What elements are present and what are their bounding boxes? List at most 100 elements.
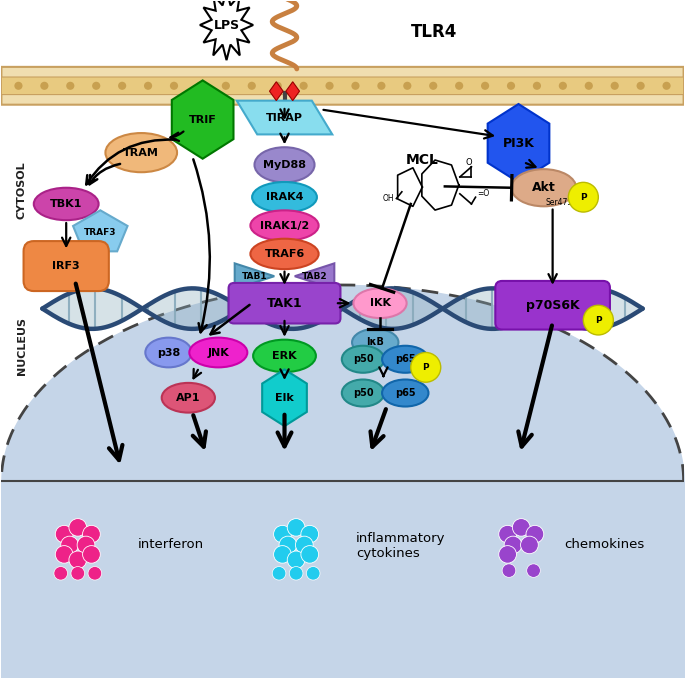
Text: MyD88: MyD88 bbox=[263, 160, 306, 170]
Circle shape bbox=[306, 567, 320, 580]
Text: LPS: LPS bbox=[214, 18, 240, 31]
Circle shape bbox=[66, 82, 75, 90]
Circle shape bbox=[504, 536, 522, 554]
Text: TLR4: TLR4 bbox=[411, 23, 457, 41]
Ellipse shape bbox=[511, 170, 576, 206]
FancyBboxPatch shape bbox=[495, 281, 610, 330]
Circle shape bbox=[69, 519, 87, 536]
Circle shape bbox=[585, 82, 593, 90]
Circle shape bbox=[54, 567, 68, 580]
Circle shape bbox=[83, 546, 100, 563]
Text: p38: p38 bbox=[157, 348, 180, 357]
Circle shape bbox=[55, 546, 73, 563]
Text: interferon: interferon bbox=[138, 538, 204, 551]
Circle shape bbox=[411, 353, 440, 382]
Circle shape bbox=[403, 82, 412, 90]
Ellipse shape bbox=[145, 338, 192, 367]
Ellipse shape bbox=[251, 239, 319, 269]
Text: CYTOSOL: CYTOSOL bbox=[17, 161, 27, 219]
Circle shape bbox=[273, 82, 282, 90]
Text: TRAM: TRAM bbox=[123, 148, 159, 158]
Circle shape bbox=[196, 82, 204, 90]
Text: TAB1: TAB1 bbox=[242, 272, 267, 281]
Ellipse shape bbox=[253, 340, 316, 372]
Ellipse shape bbox=[34, 188, 99, 220]
Circle shape bbox=[14, 82, 23, 90]
Text: IκB: IκB bbox=[366, 338, 384, 347]
Circle shape bbox=[526, 525, 544, 543]
Circle shape bbox=[55, 525, 73, 543]
Text: TAB2: TAB2 bbox=[301, 272, 327, 281]
Polygon shape bbox=[237, 100, 332, 134]
Polygon shape bbox=[235, 263, 274, 289]
Ellipse shape bbox=[352, 329, 399, 356]
Circle shape bbox=[273, 546, 291, 563]
Text: JNK: JNK bbox=[208, 348, 229, 357]
Text: TRAF3: TRAF3 bbox=[84, 228, 116, 237]
Text: MCL: MCL bbox=[406, 153, 439, 167]
Circle shape bbox=[533, 82, 541, 90]
Text: IRAK4: IRAK4 bbox=[266, 192, 303, 202]
Circle shape bbox=[507, 82, 515, 90]
Circle shape bbox=[289, 567, 303, 580]
Ellipse shape bbox=[353, 288, 407, 318]
Circle shape bbox=[301, 525, 319, 543]
Circle shape bbox=[502, 564, 516, 578]
Text: p65: p65 bbox=[395, 388, 416, 398]
Text: ERK: ERK bbox=[272, 351, 297, 361]
Ellipse shape bbox=[162, 383, 215, 413]
Text: =O: =O bbox=[477, 189, 489, 198]
Text: PI3K: PI3K bbox=[503, 137, 534, 150]
Circle shape bbox=[455, 82, 463, 90]
Circle shape bbox=[636, 82, 645, 90]
Text: TIRAP: TIRAP bbox=[266, 113, 303, 123]
Polygon shape bbox=[295, 263, 334, 289]
Ellipse shape bbox=[255, 147, 314, 182]
Circle shape bbox=[299, 82, 308, 90]
Text: p65: p65 bbox=[395, 355, 416, 364]
Polygon shape bbox=[73, 210, 127, 252]
Circle shape bbox=[222, 82, 230, 90]
Text: OH: OH bbox=[382, 194, 394, 203]
Circle shape bbox=[301, 546, 319, 563]
Circle shape bbox=[118, 82, 126, 90]
Circle shape bbox=[351, 82, 360, 90]
Circle shape bbox=[69, 551, 87, 569]
Text: TAK1: TAK1 bbox=[266, 297, 302, 310]
FancyBboxPatch shape bbox=[1, 77, 684, 94]
Circle shape bbox=[170, 82, 178, 90]
Text: p50: p50 bbox=[353, 388, 373, 398]
Circle shape bbox=[287, 519, 305, 536]
Circle shape bbox=[279, 536, 297, 554]
Circle shape bbox=[512, 519, 530, 536]
Circle shape bbox=[325, 82, 334, 90]
Circle shape bbox=[527, 564, 540, 578]
Circle shape bbox=[481, 82, 489, 90]
Ellipse shape bbox=[382, 346, 428, 373]
Text: IKK: IKK bbox=[369, 298, 390, 308]
Circle shape bbox=[559, 82, 567, 90]
Circle shape bbox=[92, 82, 100, 90]
Text: Elk: Elk bbox=[275, 393, 294, 403]
Text: IRF3: IRF3 bbox=[52, 261, 80, 271]
Text: Akt: Akt bbox=[532, 181, 556, 195]
Text: AP1: AP1 bbox=[176, 393, 201, 403]
Polygon shape bbox=[200, 0, 253, 60]
Circle shape bbox=[83, 525, 100, 543]
Circle shape bbox=[77, 536, 95, 554]
Ellipse shape bbox=[342, 346, 384, 373]
Text: inflammatory: inflammatory bbox=[356, 532, 446, 544]
Text: P: P bbox=[580, 193, 586, 201]
Text: TRIF: TRIF bbox=[189, 115, 216, 125]
Circle shape bbox=[521, 536, 538, 554]
Polygon shape bbox=[269, 82, 283, 100]
Circle shape bbox=[662, 82, 671, 90]
Ellipse shape bbox=[342, 380, 384, 407]
Ellipse shape bbox=[251, 210, 319, 241]
Circle shape bbox=[273, 525, 291, 543]
Text: p50: p50 bbox=[353, 355, 373, 364]
Polygon shape bbox=[172, 81, 234, 159]
Polygon shape bbox=[286, 82, 299, 100]
FancyBboxPatch shape bbox=[23, 241, 109, 291]
Text: TBK1: TBK1 bbox=[50, 199, 82, 209]
